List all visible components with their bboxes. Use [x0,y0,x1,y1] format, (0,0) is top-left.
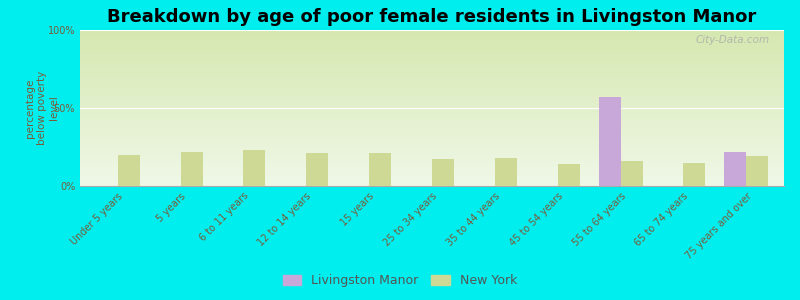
Bar [369,153,391,186]
Bar [598,97,621,186]
Bar [495,158,517,186]
Title: Breakdown by age of poor female residents in Livingston Manor: Breakdown by age of poor female resident… [107,8,757,26]
Text: City-Data.com: City-Data.com [696,35,770,45]
Y-axis label: percentage
below poverty
level: percentage below poverty level [26,71,58,145]
Bar [724,152,746,186]
Bar [683,163,706,186]
Legend: Livingston Manor, New York: Livingston Manor, New York [279,270,521,291]
Bar [306,153,328,186]
Bar [181,152,202,186]
Bar [558,164,580,186]
Bar [432,160,454,186]
Bar [746,156,768,186]
Bar [621,161,642,186]
Bar [243,150,266,186]
Bar [118,155,140,186]
